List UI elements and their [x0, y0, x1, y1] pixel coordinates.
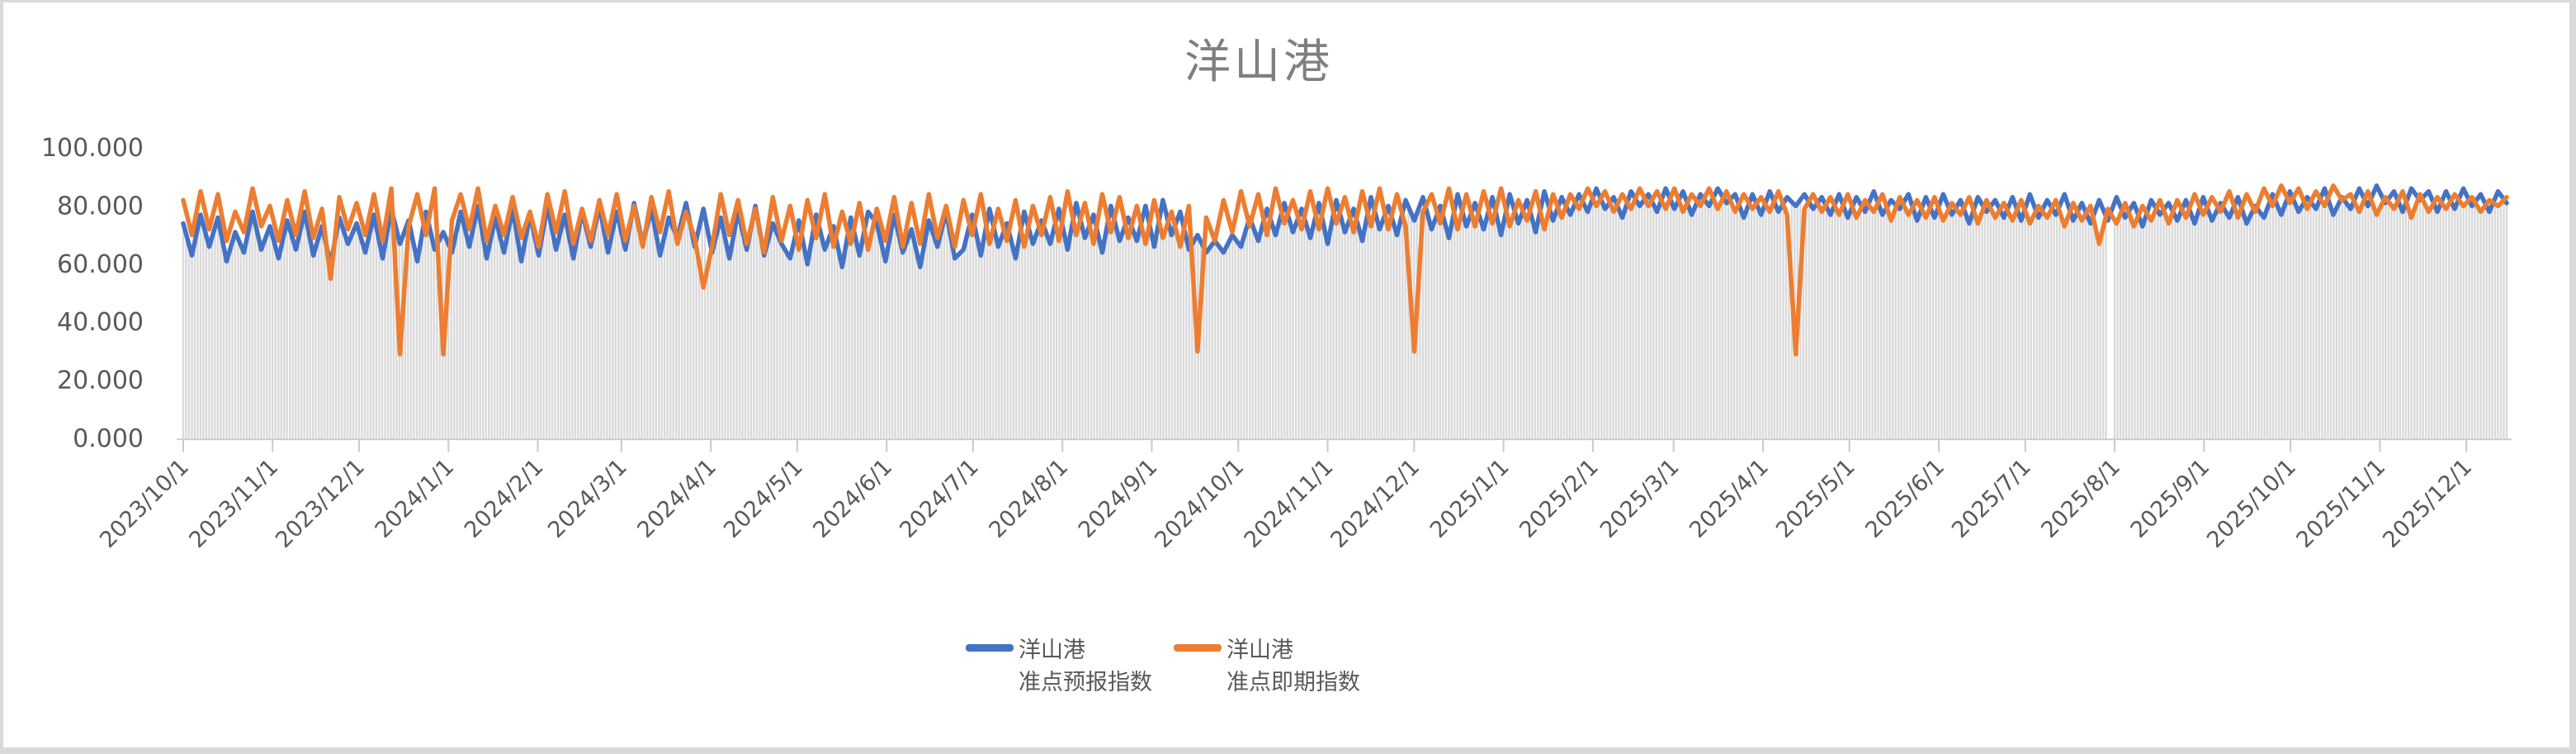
legend-forecast-line1: 洋山港	[1019, 638, 1085, 663]
svg-text:100.000: 100.000	[41, 134, 144, 163]
svg-text:2025/3/1: 2025/3/1	[1595, 454, 1685, 543]
svg-text:20.000: 20.000	[57, 367, 144, 396]
orange-line-marker-icon	[1174, 644, 1222, 652]
chart-title: 洋山港	[1184, 36, 1333, 89]
legend-spot-line1: 洋山港	[1227, 638, 1293, 663]
svg-text:80.000: 80.000	[57, 192, 144, 221]
svg-text:2025/4/1: 2025/4/1	[1685, 454, 1774, 543]
legend-item-forecast-index: 洋山港 准点预报指数	[966, 634, 1152, 699]
svg-text:2024/7/1: 2024/7/1	[895, 454, 984, 543]
svg-text:2025/9/1: 2025/9/1	[2126, 454, 2215, 543]
svg-text:0.000: 0.000	[73, 424, 144, 453]
svg-text:2025/7/1: 2025/7/1	[1947, 454, 2036, 543]
svg-text:2024/3/1: 2024/3/1	[543, 454, 632, 543]
svg-text:2024/6/1: 2024/6/1	[808, 454, 897, 543]
svg-text:2025/10/1: 2025/10/1	[2202, 454, 2301, 553]
svg-text:2024/10/1: 2024/10/1	[1150, 454, 1249, 553]
svg-text:2025/8/1: 2025/8/1	[2036, 454, 2125, 543]
svg-text:2023/11/1: 2023/11/1	[184, 454, 283, 553]
svg-text:2023/12/1: 2023/12/1	[271, 454, 370, 553]
svg-text:40.000: 40.000	[57, 308, 144, 337]
chart-legend: 洋山港 准点预报指数 洋山港 准点即期指数	[966, 634, 1360, 699]
svg-text:2025/2/1: 2025/2/1	[1515, 454, 1604, 543]
legend-forecast-line2: 准点预报指数	[1019, 670, 1152, 696]
svg-text:2025/12/1: 2025/12/1	[2378, 454, 2477, 553]
legend-item-spot-index: 洋山港 准点即期指数	[1174, 634, 1360, 699]
svg-text:2025/5/1: 2025/5/1	[1771, 454, 1860, 543]
svg-text:2024/9/1: 2024/9/1	[1074, 454, 1163, 543]
svg-text:2024/5/1: 2024/5/1	[719, 454, 808, 543]
svg-text:2025/11/1: 2025/11/1	[2291, 454, 2390, 553]
svg-text:2025/1/1: 2025/1/1	[1425, 454, 1515, 543]
svg-text:2024/4/1: 2024/4/1	[632, 454, 721, 543]
svg-text:60.000: 60.000	[57, 250, 144, 279]
svg-text:2024/11/1: 2024/11/1	[1240, 454, 1339, 553]
blue-line-marker-icon	[966, 644, 1014, 652]
svg-text:2023/10/1: 2023/10/1	[95, 454, 194, 553]
svg-text:2025/6/1: 2025/6/1	[1860, 454, 1950, 543]
svg-text:2024/12/1: 2024/12/1	[1326, 454, 1425, 553]
svg-text:2024/8/1: 2024/8/1	[985, 454, 1074, 543]
svg-text:2024/1/1: 2024/1/1	[371, 454, 460, 543]
legend-spot-line2: 准点即期指数	[1227, 670, 1360, 696]
svg-text:2024/2/1: 2024/2/1	[460, 454, 549, 543]
